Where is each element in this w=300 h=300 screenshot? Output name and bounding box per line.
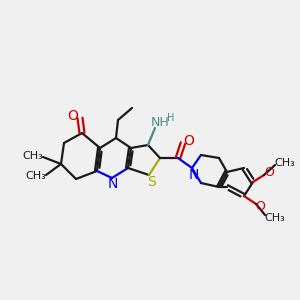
Text: CH₃: CH₃ — [265, 213, 285, 223]
Text: NH: NH — [151, 116, 169, 130]
Text: CH₃: CH₃ — [274, 158, 296, 168]
Text: O: O — [68, 109, 78, 123]
Text: O: O — [184, 134, 194, 148]
Text: CH₃: CH₃ — [26, 171, 46, 181]
Text: S: S — [147, 175, 155, 189]
Text: O: O — [255, 200, 265, 214]
Text: N: N — [108, 177, 118, 191]
Text: CH₃: CH₃ — [22, 151, 44, 161]
Text: O: O — [264, 167, 274, 179]
Text: N: N — [189, 168, 199, 182]
Text: H: H — [167, 113, 175, 123]
